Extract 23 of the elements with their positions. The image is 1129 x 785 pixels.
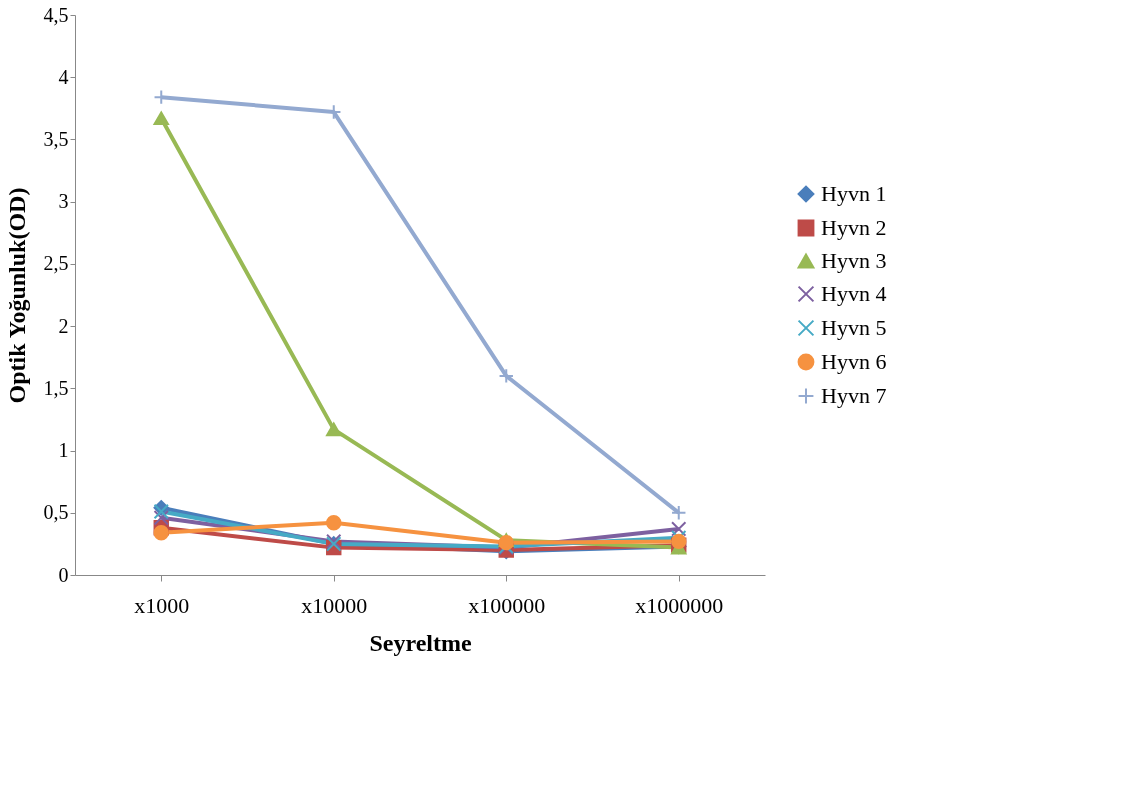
legend-label: Hyvn 6 bbox=[821, 349, 887, 374]
y-tick-label: 4,5 bbox=[43, 3, 69, 26]
legend-label: Hyvn 3 bbox=[821, 248, 887, 273]
y-tick-label: 3 bbox=[58, 190, 69, 213]
x-axis-title: Seyreltme bbox=[369, 629, 472, 656]
y-tick-label: 0 bbox=[58, 563, 69, 586]
y-tick-label: 3,5 bbox=[43, 127, 69, 150]
x-tick-label: x1000 bbox=[134, 592, 190, 618]
legend-label: Hyvn 2 bbox=[821, 215, 887, 240]
legend-label: Hyvn 7 bbox=[821, 383, 887, 408]
y-tick-label: 0,5 bbox=[43, 501, 69, 524]
legend-label: Hyvn 4 bbox=[821, 281, 887, 306]
y-tick-label: 4 bbox=[58, 65, 69, 88]
y-tick-label: 2 bbox=[58, 314, 69, 337]
y-tick-label: 1,5 bbox=[43, 376, 69, 399]
x-tick-label: x100000 bbox=[468, 592, 546, 618]
legend-label: Hyvn 5 bbox=[821, 315, 887, 340]
x-tick-label: x10000 bbox=[301, 592, 368, 618]
y-axis-title: Optik Yoğunluk(OD) bbox=[3, 187, 30, 404]
x-tick-label: x1000000 bbox=[635, 592, 724, 618]
y-tick-label: 1 bbox=[58, 439, 69, 462]
legend-label: Hyvn 1 bbox=[821, 181, 887, 206]
y-tick-label: 2,5 bbox=[43, 252, 69, 275]
